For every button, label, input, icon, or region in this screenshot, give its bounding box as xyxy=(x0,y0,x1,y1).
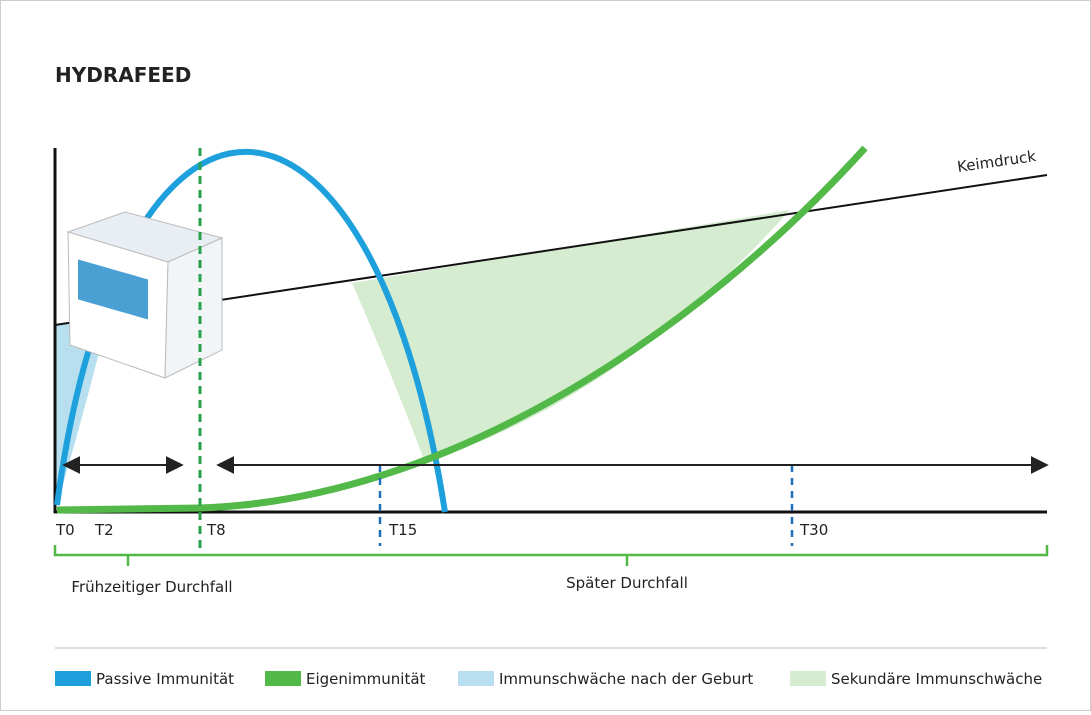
secondary-area xyxy=(352,210,790,462)
phase-bracket xyxy=(53,545,1049,566)
phase-label: Frühzeitiger Durchfall xyxy=(71,578,232,596)
time-label: T2 xyxy=(94,521,114,539)
product-box xyxy=(66,211,224,379)
legend-swatch xyxy=(265,671,301,686)
title: HYDRAFEED xyxy=(55,63,191,87)
legend-label: Passive Immunität xyxy=(96,670,234,688)
time-label: T15 xyxy=(388,521,417,539)
legend-swatch xyxy=(458,671,494,686)
legend-swatch xyxy=(790,671,826,686)
own-curve xyxy=(56,145,868,514)
time-label: T0 xyxy=(55,521,75,539)
legend-label: Sekundäre Immunschwäche xyxy=(831,670,1042,688)
legend-label: Eigenimmunität xyxy=(306,670,426,688)
time-label: T8 xyxy=(206,521,226,539)
time-label: T30 xyxy=(799,521,828,539)
legend-label: Immunschwäche nach der Geburt xyxy=(499,670,753,688)
phase-label: Später Durchfall xyxy=(566,574,688,592)
legend-swatch xyxy=(55,671,91,686)
